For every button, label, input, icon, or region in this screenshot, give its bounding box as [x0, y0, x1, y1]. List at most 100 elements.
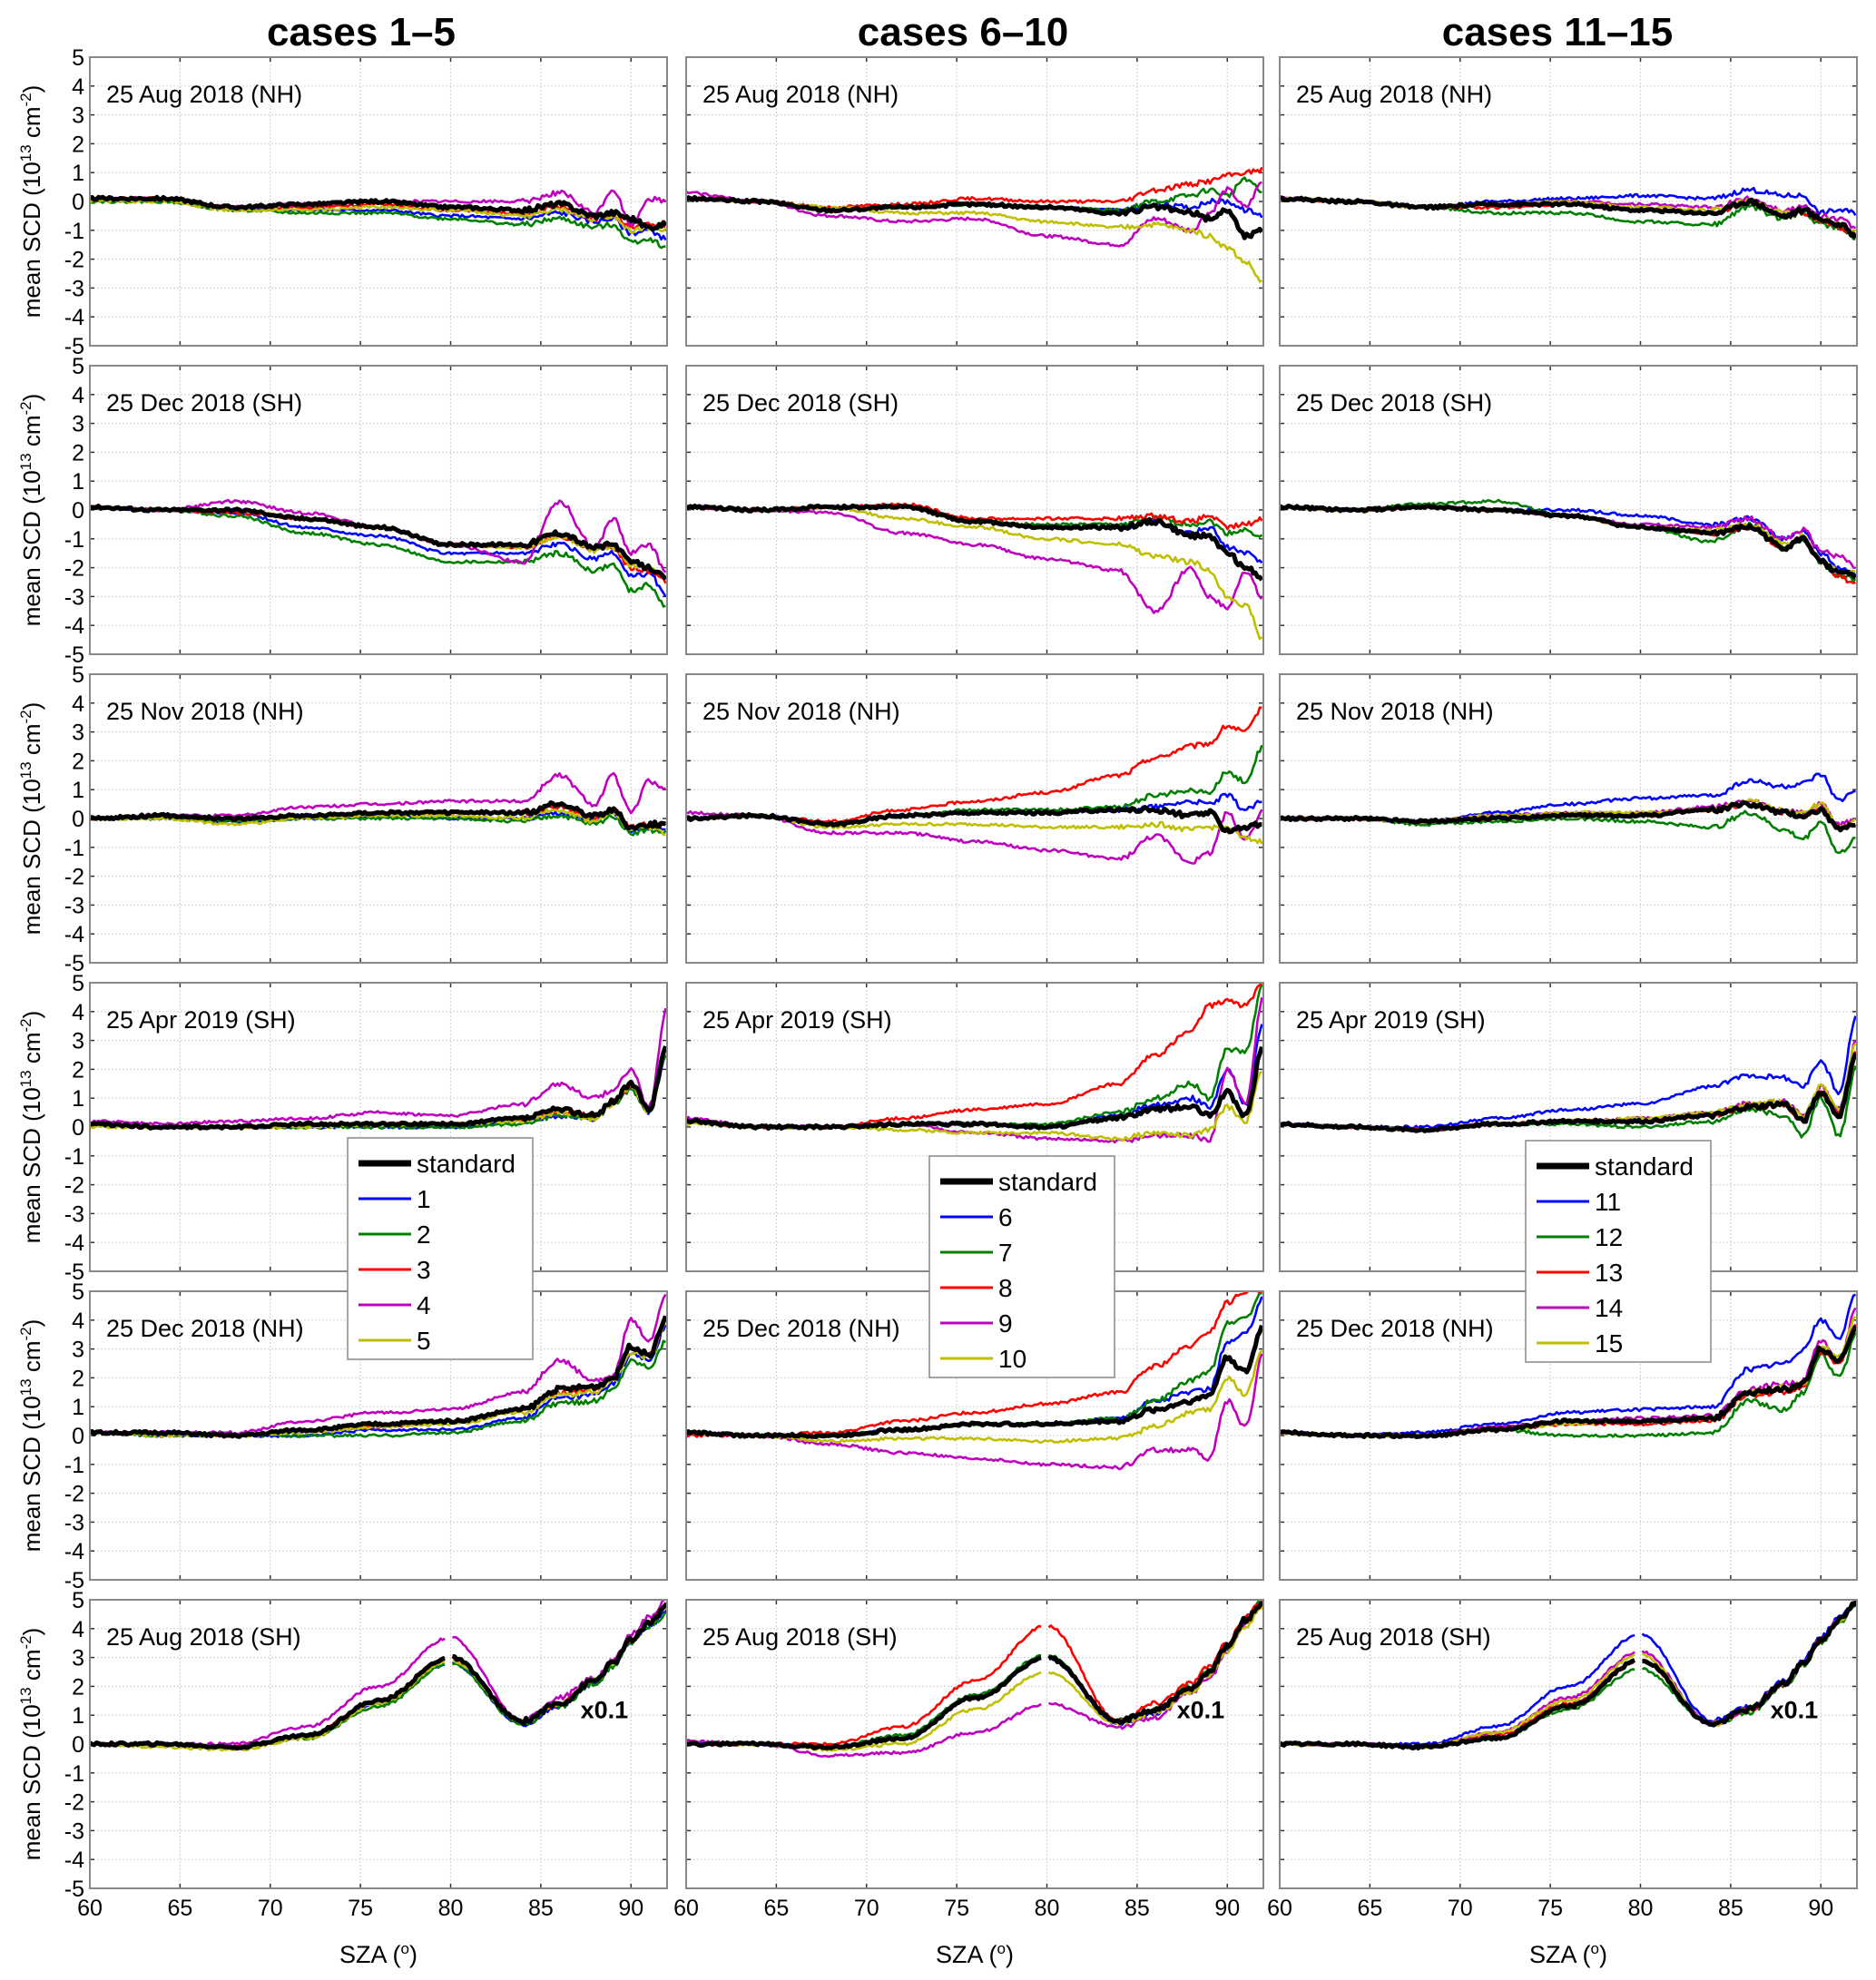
panel-date-label: 25 Nov 2018 (NH) [1296, 698, 1494, 725]
y-tick-label: -1 [64, 836, 84, 861]
series-group [1280, 1015, 1857, 1139]
series-line-standard [90, 799, 666, 831]
y-tick-label: 2 [72, 132, 84, 157]
y-tick-label: 1 [72, 1395, 84, 1420]
panel-r4-c1: 25 Apr 2019 (SH) 5 4 3 2 1 0 -1 -2-3 -4 -5 mean SCD… [17, 971, 668, 1285]
y-tick-label: 1 [72, 1086, 84, 1112]
legend-label: 2 [417, 1220, 431, 1249]
y-tick-label: -3 [64, 276, 84, 301]
y-tick-label: 4 [72, 1000, 84, 1025]
panel-date-label: 25 Aug 2018 (NH) [106, 81, 302, 108]
panel-date-label: 25 Nov 2018 (NH) [106, 698, 304, 725]
x-axis-title: SZA (o) [936, 1940, 1014, 1968]
y-tick-label: -1 [64, 527, 84, 553]
panel-frame [89, 1599, 668, 1889]
y-tick-label: 3 [72, 103, 84, 129]
legend-item: 15 [1537, 1329, 1623, 1358]
legends: standard12345standard678910standard11121… [347, 1137, 1712, 1378]
panel-date-label: 25 Aug 2018 (SH) [106, 1623, 301, 1651]
scale-annotation: x0.1 [581, 1696, 629, 1723]
y-tick-label: 2 [72, 1057, 84, 1083]
series-group [90, 1007, 667, 1131]
series-group [686, 502, 1263, 641]
panel-r3-c3: 25 Nov 2018 (NH) [1279, 673, 1858, 964]
legend-box [347, 1137, 534, 1360]
panel-frame [685, 56, 1264, 347]
x-tick-label: 70 [1448, 1896, 1473, 1921]
panel-date-label: 25 Apr 2019 (SH) [702, 1006, 892, 1034]
legend-label: standard [1595, 1152, 1694, 1181]
y-tick-label: 3 [72, 412, 84, 437]
y-tick-label: -2 [64, 1482, 84, 1507]
series-line-standard [1280, 1325, 1857, 1439]
panel-r1-c1: 25 Aug 2018 (NH) 5 4 3 2 1 0 -1 -2 -3 -4 -5 mean SCD… [17, 45, 668, 359]
panel-date-label: 25 Dec 2018 (SH) [702, 389, 899, 417]
column-title-2: cases 6–10 [858, 10, 1068, 54]
x-tick-label: 65 [763, 1896, 789, 1921]
panel-r6-c2: 25 Aug 2018 (SH) x0.1 60 65 70 75 80 85 90 [673, 1599, 1264, 1921]
series-line-c4 [90, 1007, 667, 1126]
series-group [1280, 1293, 1857, 1439]
legend-box [1525, 1140, 1712, 1363]
y-tick-label: -3 [64, 1818, 84, 1844]
series-group [686, 166, 1263, 283]
legend-item: 9 [940, 1309, 1013, 1338]
y-tick-label: 4 [72, 74, 84, 100]
series-group [1280, 1600, 1857, 1751]
scale-annotation: x0.1 [1177, 1696, 1225, 1723]
legend-item: 3 [359, 1256, 431, 1284]
panel-frame [89, 56, 668, 347]
y-tick-label: -2 [64, 248, 84, 273]
legend-label: 4 [417, 1291, 431, 1319]
panel-date-label: 25 Nov 2018 (NH) [702, 698, 900, 725]
y-axis-title: mean SCD (1013 cm-2) [17, 1319, 45, 1553]
y-tick-label: -2 [64, 1790, 84, 1816]
series-line-standard [686, 1324, 1263, 1439]
series-line-standard-seg2 [1642, 1600, 1857, 1728]
series-line-c5 [90, 199, 667, 234]
x-axis-title: SZA (o) [339, 1940, 417, 1968]
legend-item: 1 [359, 1185, 431, 1213]
series-line-c4 [686, 1353, 1263, 1471]
series-group [90, 189, 667, 250]
y-tick-label: 1 [72, 778, 84, 803]
y-tick-label: 2 [72, 749, 84, 774]
legend-item: 6 [940, 1203, 1013, 1231]
series-line-standard-seg1 [1280, 1658, 1635, 1751]
y-tick-label: -5 [64, 642, 84, 668]
panel-r3-c1: 25 Nov 2018 (NH) 5 4 3 2 1 0 -1 -2 -3 -4 -5 mean SCD… [17, 662, 668, 976]
y-axis-title: mean SCD (1013 cm-2) [17, 394, 45, 627]
y-tick-label: 5 [72, 354, 84, 379]
y-tick-label: 0 [72, 1424, 84, 1449]
legend-label: 9 [998, 1309, 1013, 1338]
legend-label: 10 [998, 1345, 1026, 1373]
panel-r3-c2: 25 Nov 2018 (NH) [685, 673, 1264, 964]
y-tick-label: -3 [64, 1510, 84, 1535]
panel-frame [685, 365, 1264, 655]
legend-label: 14 [1595, 1294, 1623, 1322]
panel-date-label: 25 Dec 2018 (SH) [1296, 389, 1492, 417]
legend-2: standard 6 7 8 9 10 [928, 1155, 1115, 1378]
y-tick-label: 2 [72, 1674, 84, 1700]
y-tick-label: -4 [64, 305, 84, 330]
y-tick-label: -2 [64, 1173, 84, 1199]
y-tick-label: -2 [64, 556, 84, 582]
series-group [90, 498, 667, 608]
legend-box [928, 1155, 1115, 1378]
series-line-standard [686, 805, 1262, 835]
series-group [1280, 498, 1857, 584]
panel-date-label: 25 Dec 2018 (NH) [1296, 1315, 1494, 1342]
panel-r2-c3: 25 Dec 2018 (SH) [1279, 365, 1858, 655]
legend-label: 7 [998, 1239, 1013, 1267]
legend-item: standard [1537, 1152, 1694, 1181]
y-tick-label: -5 [64, 1260, 84, 1285]
series-line-standard [90, 504, 667, 581]
panel-date-label: 25 Apr 2019 (SH) [1296, 1006, 1486, 1034]
y-tick-label: -1 [64, 219, 84, 244]
series-line-standard-seg1 [90, 1655, 446, 1751]
legend-item: 2 [359, 1220, 431, 1249]
y-axis-title: mean SCD (1013 cm-2) [17, 702, 45, 936]
legend-item: 10 [940, 1345, 1026, 1373]
legend-label: 6 [998, 1203, 1013, 1231]
series-line-standard [1280, 504, 1857, 580]
